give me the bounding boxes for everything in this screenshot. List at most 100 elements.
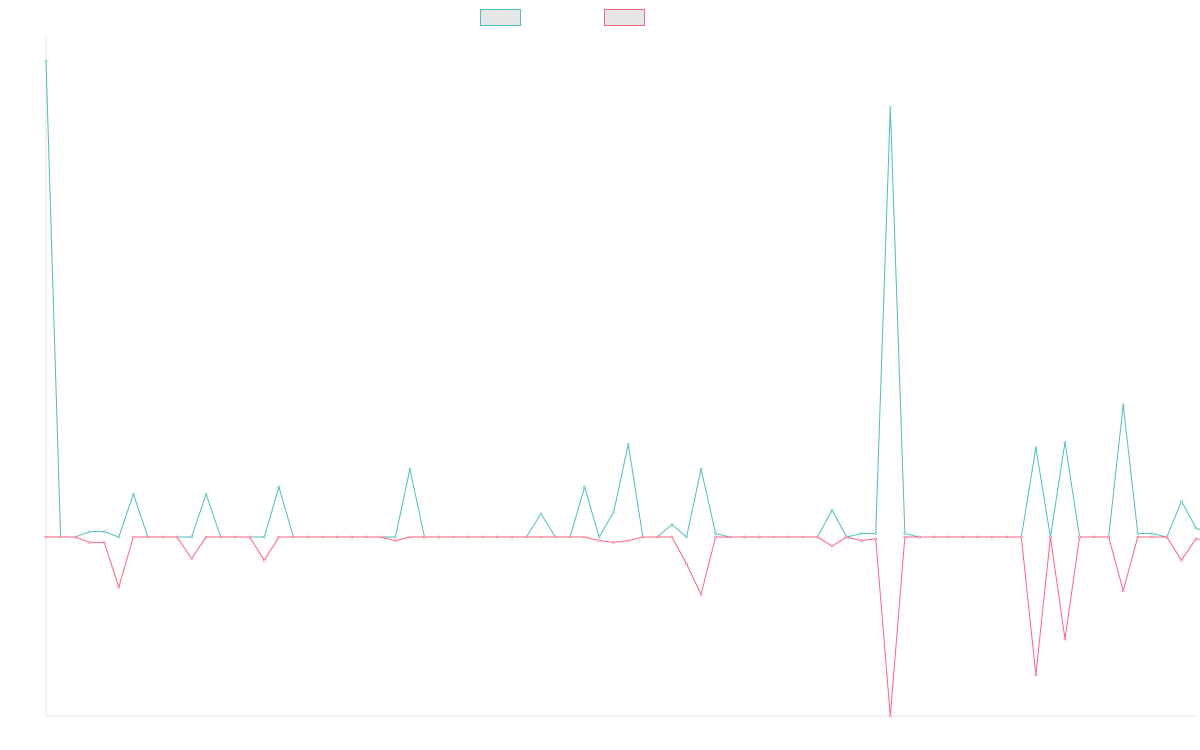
- series-2-point[interactable]: [408, 535, 412, 539]
- series-1-point[interactable]: [1151, 532, 1154, 535]
- series-1-point[interactable]: [626, 442, 630, 446]
- series-2-point[interactable]: [146, 535, 150, 539]
- series-2-point[interactable]: [845, 535, 848, 539]
- series-1-point[interactable]: [903, 532, 907, 535]
- series-2-point[interactable]: [1078, 535, 1081, 539]
- series-2-point[interactable]: [787, 535, 790, 539]
- series-2-point[interactable]: [437, 535, 441, 539]
- series-2-point[interactable]: [947, 535, 950, 539]
- series-2-point[interactable]: [1151, 535, 1154, 539]
- series-1-point[interactable]: [699, 467, 703, 471]
- series-2-point[interactable]: [597, 539, 601, 542]
- series-2-point[interactable]: [1136, 535, 1140, 539]
- series-1-point[interactable]: [204, 492, 208, 496]
- series-2-point[interactable]: [364, 535, 368, 539]
- series-2-point[interactable]: [539, 535, 543, 539]
- series-1-point[interactable]: [539, 512, 543, 516]
- series-2-point[interactable]: [466, 535, 470, 539]
- series-2-point[interactable]: [452, 535, 455, 539]
- series-2-point[interactable]: [1049, 535, 1052, 539]
- series-2-point[interactable]: [685, 562, 688, 566]
- series-2-point[interactable]: [626, 539, 630, 542]
- series-2-point[interactable]: [1165, 535, 1169, 539]
- series-2-point[interactable]: [306, 535, 310, 539]
- series-2-point[interactable]: [481, 535, 485, 539]
- series-2-point[interactable]: [233, 535, 237, 539]
- series-2-point[interactable]: [73, 535, 77, 539]
- series-2-point[interactable]: [1107, 535, 1110, 539]
- series-2-point[interactable]: [423, 535, 426, 539]
- series-2-point[interactable]: [495, 535, 499, 539]
- series-1-point[interactable]: [1136, 532, 1140, 535]
- series-2-point[interactable]: [321, 535, 324, 539]
- series-2-point[interactable]: [656, 535, 659, 539]
- series-2-point[interactable]: [859, 539, 863, 542]
- series-2-point[interactable]: [961, 535, 965, 539]
- series-1-point[interactable]: [263, 535, 266, 539]
- series-2-point[interactable]: [248, 535, 252, 539]
- series-2-point[interactable]: [728, 535, 732, 539]
- series-2-point[interactable]: [568, 535, 572, 539]
- series-1-point[interactable]: [670, 523, 674, 526]
- series-2-point[interactable]: [757, 535, 761, 539]
- series-1-point[interactable]: [117, 535, 121, 539]
- series-1-point[interactable]: [88, 530, 91, 533]
- series-2-point[interactable]: [525, 535, 528, 539]
- series-2-point[interactable]: [350, 535, 354, 539]
- series-2-point[interactable]: [190, 557, 193, 560]
- series-1-point[interactable]: [1180, 499, 1183, 503]
- series-2-point[interactable]: [335, 535, 339, 539]
- series-2-point[interactable]: [219, 535, 222, 539]
- series-1-point[interactable]: [888, 106, 892, 109]
- series-2-point[interactable]: [379, 535, 383, 539]
- series-1-point[interactable]: [190, 535, 193, 539]
- series-2-point[interactable]: [554, 535, 557, 539]
- series-2-point[interactable]: [1180, 559, 1183, 562]
- series-2-point[interactable]: [102, 541, 106, 544]
- series-2-point[interactable]: [990, 535, 994, 539]
- series-2-point[interactable]: [1121, 589, 1125, 593]
- series-1-point[interactable]: [830, 508, 834, 512]
- series-2-point[interactable]: [903, 535, 907, 539]
- series-2-point[interactable]: [44, 535, 48, 539]
- series-2-point[interactable]: [1005, 535, 1009, 539]
- series-2-point[interactable]: [874, 537, 878, 541]
- series-2-point[interactable]: [292, 535, 295, 539]
- series-2-point[interactable]: [394, 539, 397, 542]
- series-2-point[interactable]: [830, 544, 834, 548]
- series-2-point[interactable]: [1020, 535, 1023, 539]
- series-2-point[interactable]: [888, 714, 892, 718]
- series-1-point[interactable]: [44, 59, 48, 63]
- series-2-point[interactable]: [932, 535, 936, 539]
- series-2-point[interactable]: [277, 535, 281, 539]
- series-2-point[interactable]: [583, 535, 586, 539]
- series-2-point[interactable]: [743, 535, 747, 539]
- series-2-point[interactable]: [1092, 535, 1096, 539]
- series-2-point[interactable]: [59, 535, 62, 539]
- series-1-point[interactable]: [685, 535, 688, 539]
- legend-swatch-1[interactable]: [480, 9, 521, 26]
- series-2-point[interactable]: [976, 535, 979, 539]
- series-2-point[interactable]: [1034, 673, 1038, 677]
- series-2-point[interactable]: [801, 535, 805, 539]
- series-2-point[interactable]: [88, 541, 91, 544]
- series-2-point[interactable]: [714, 535, 717, 539]
- series-1-point[interactable]: [277, 485, 281, 489]
- series-1-point[interactable]: [859, 532, 863, 535]
- series-2-point[interactable]: [510, 535, 514, 539]
- series-2-point[interactable]: [816, 535, 819, 539]
- series-2-point[interactable]: [1063, 637, 1067, 641]
- series-1-point[interactable]: [102, 530, 106, 533]
- series-2-point[interactable]: [161, 535, 164, 539]
- series-2-point[interactable]: [670, 535, 674, 539]
- series-2-point[interactable]: [641, 535, 645, 539]
- series-1-point[interactable]: [597, 535, 601, 539]
- series-1-point[interactable]: [612, 510, 616, 514]
- series-2-point[interactable]: [1194, 537, 1198, 541]
- series-2-point[interactable]: [204, 535, 208, 539]
- series-2-point[interactable]: [117, 585, 121, 589]
- series-1-point[interactable]: [1034, 446, 1038, 449]
- series-1-point[interactable]: [394, 535, 397, 539]
- legend-swatch-2[interactable]: [604, 9, 645, 26]
- series-2-point[interactable]: [132, 535, 135, 539]
